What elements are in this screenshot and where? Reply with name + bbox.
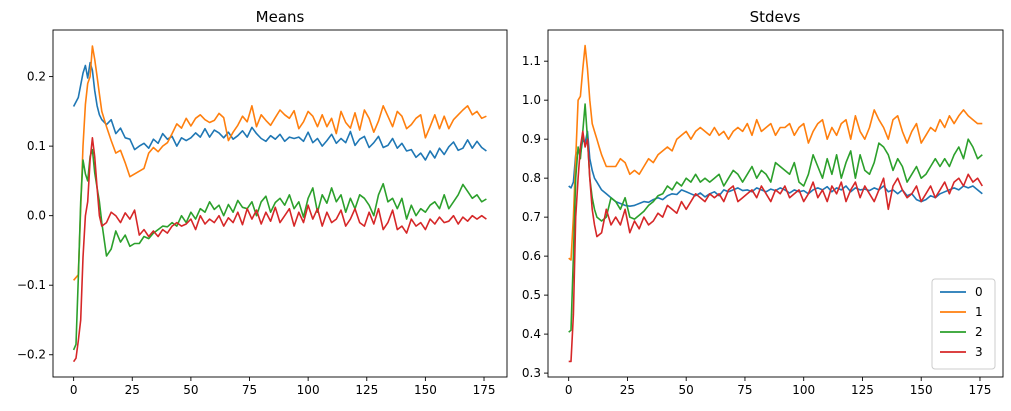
- stdevs-xtick-label: 25: [620, 383, 635, 397]
- means-ytick-label: 0.2: [27, 70, 46, 84]
- stdevs-series-1-line: [568, 44, 983, 261]
- stdevs-ticks: 0 25 50 75 100 125 150 175 0.3 0.4 0.5 0.6 0.7 0.8 0.9…: [522, 54, 992, 397]
- means-xtick-label: 125: [355, 383, 378, 397]
- means-ytick-label: 0.1: [27, 139, 46, 153]
- means-series-1-line: [72, 45, 487, 281]
- means-series-0-line: [72, 61, 487, 161]
- means-xtick-label: 100: [297, 383, 320, 397]
- means-series-3-line: [72, 137, 487, 363]
- stdevs-ytick-label: 0.7: [522, 210, 541, 224]
- means-xtick-label: 150: [414, 383, 437, 397]
- stdevs-axes-frame: [547, 29, 1004, 378]
- means-ytick-label: 0.0: [27, 209, 46, 223]
- means-panel: Means 0 25 50 75 100 125 150 175−0.2−0.10.00.10…: [17, 8, 508, 397]
- stdevs-ytick-label: 1.1: [522, 54, 541, 68]
- means-xtick-label: 0: [70, 383, 78, 397]
- means-ytick-label: −0.2: [17, 348, 46, 362]
- stdevs-xtick-label: 0: [565, 383, 573, 397]
- stdevs-lines: [568, 44, 983, 363]
- stdevs-ytick-label: 0.5: [522, 288, 541, 302]
- stdevs-xtick-label: 125: [851, 383, 874, 397]
- legend-label-2: 2: [975, 325, 983, 339]
- stdevs-ytick-label: 0.4: [522, 327, 541, 341]
- stdevs-ytick-label: 1.0: [522, 93, 541, 107]
- stdevs-xtick-label: 175: [969, 383, 992, 397]
- stdevs-panel: Stdevs 0 25 50 75 100 125 150 175 0.3 0.4 0.5 0.6 0.…: [522, 8, 1004, 397]
- means-xtick-label: 75: [242, 383, 257, 397]
- stdevs-title: Stdevs: [750, 8, 801, 26]
- means-title: Means: [256, 8, 305, 26]
- means-xtick-label: 25: [125, 383, 140, 397]
- means-series-2-line: [72, 148, 487, 351]
- means-axes-frame: [52, 29, 508, 378]
- stdevs-ytick-label: 0.8: [522, 171, 541, 185]
- stdevs-xtick-label: 100: [792, 383, 815, 397]
- stdevs-legend: 0 1 2 3: [931, 278, 996, 370]
- legend-box: [931, 278, 996, 370]
- stdevs-xtick-label: 75: [737, 383, 752, 397]
- stdevs-series-2-line: [568, 103, 983, 333]
- stdevs-ytick-label: 0.6: [522, 249, 541, 263]
- means-xtick-label: 50: [183, 383, 198, 397]
- means-xtick-label: 175: [473, 383, 496, 397]
- means-ticks: 0 25 50 75 100 125 150 175 −0.2 −0.1 0.0 0.1 0.2: [17, 70, 496, 397]
- stdevs-xtick-label: 50: [679, 383, 694, 397]
- stdevs-ytick-label: 0.3: [522, 366, 541, 380]
- stdevs-series-3-line: [568, 130, 983, 363]
- means-lines: [72, 45, 487, 363]
- means-ytick-label: −0.1: [17, 278, 46, 292]
- stdevs-xtick-label: 150: [910, 383, 933, 397]
- legend-label-0: 0: [975, 285, 983, 299]
- legend-label-3: 3: [975, 345, 983, 359]
- stdevs-ytick-label: 0.9: [522, 132, 541, 146]
- legend-label-1: 1: [975, 305, 983, 319]
